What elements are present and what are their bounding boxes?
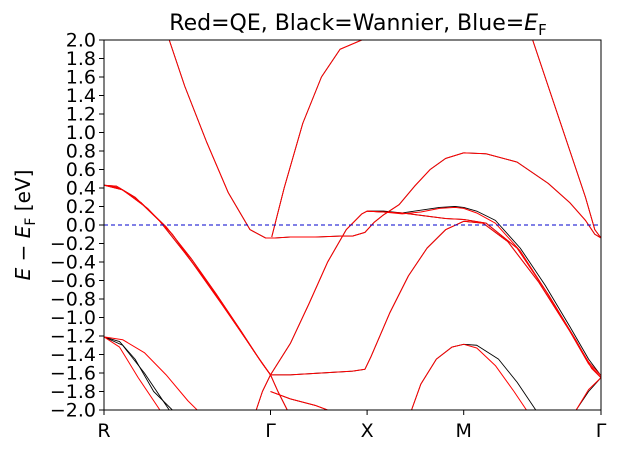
band-line-5 <box>104 184 271 376</box>
band-line-16 <box>532 40 601 239</box>
y-tick-label: −2.0 <box>50 400 96 422</box>
y-axis-label: E − EF [eV] <box>11 170 39 281</box>
x-tick-label: Γ <box>265 420 276 442</box>
band-line-14 <box>168 40 601 239</box>
y-tick-label: 1.2 <box>66 104 96 126</box>
y-tick-label: 1.6 <box>66 67 96 89</box>
y-tick-label: −1.0 <box>50 307 96 329</box>
x-tick-label: X <box>361 420 374 442</box>
y-tick-label: 0.2 <box>66 196 96 218</box>
band-line-1 <box>271 40 362 238</box>
x-tick-label: M <box>456 420 472 442</box>
y-tick-label: −0.6 <box>50 270 96 292</box>
x-tick-label: Γ <box>596 420 607 442</box>
plot-frame <box>103 39 602 411</box>
band-line-6 <box>367 206 601 377</box>
band-lines <box>104 40 601 410</box>
y-tick-label: −1.8 <box>50 381 96 403</box>
x-tick-label: R <box>97 420 110 442</box>
band-line-24 <box>255 374 271 410</box>
y-tick-label: −1.6 <box>50 363 96 385</box>
band-line-15 <box>271 40 363 238</box>
band-line-25 <box>270 391 328 410</box>
y-tick-label: 0.8 <box>66 141 96 163</box>
y-tick-label: −1.4 <box>50 344 96 366</box>
y-tick-label: −0.8 <box>50 289 96 311</box>
band-line-22 <box>104 336 161 410</box>
y-tick-label: 1.0 <box>66 122 96 144</box>
band-line-17 <box>104 184 601 378</box>
y-tick-label: −0.2 <box>50 233 96 255</box>
band-line-7 <box>104 336 173 410</box>
band-line-3 <box>104 184 601 378</box>
band-line-26 <box>411 343 527 410</box>
band-line-13 <box>575 377 601 410</box>
y-tick-label: 0.6 <box>66 159 96 181</box>
band-line-21 <box>104 336 198 410</box>
band-line-18 <box>104 184 601 378</box>
band-line-20 <box>367 206 601 377</box>
y-tick-label: 0.0 <box>66 215 96 237</box>
chart-title: Red=QE, Black=Wannier, Blue=EF <box>169 11 546 39</box>
band-line-27 <box>575 377 601 410</box>
y-ticks: 2.01.81.61.41.21.00.80.60.40.20.0−0.2−0.… <box>50 30 104 422</box>
y-tick-label: 2.0 <box>66 30 96 52</box>
band-line-12 <box>411 343 537 410</box>
y-tick-label: 0.4 <box>66 178 96 200</box>
y-tick-label: 1.4 <box>66 85 96 107</box>
y-tick-label: −0.4 <box>50 252 96 274</box>
y-tick-label: −1.2 <box>50 326 96 348</box>
band-line-4 <box>104 184 601 378</box>
band-line-8 <box>104 336 170 410</box>
y-tick-label: 1.8 <box>66 48 96 70</box>
band-line-19 <box>104 184 271 376</box>
band-line-23 <box>270 374 288 410</box>
band-line-0 <box>168 40 601 239</box>
